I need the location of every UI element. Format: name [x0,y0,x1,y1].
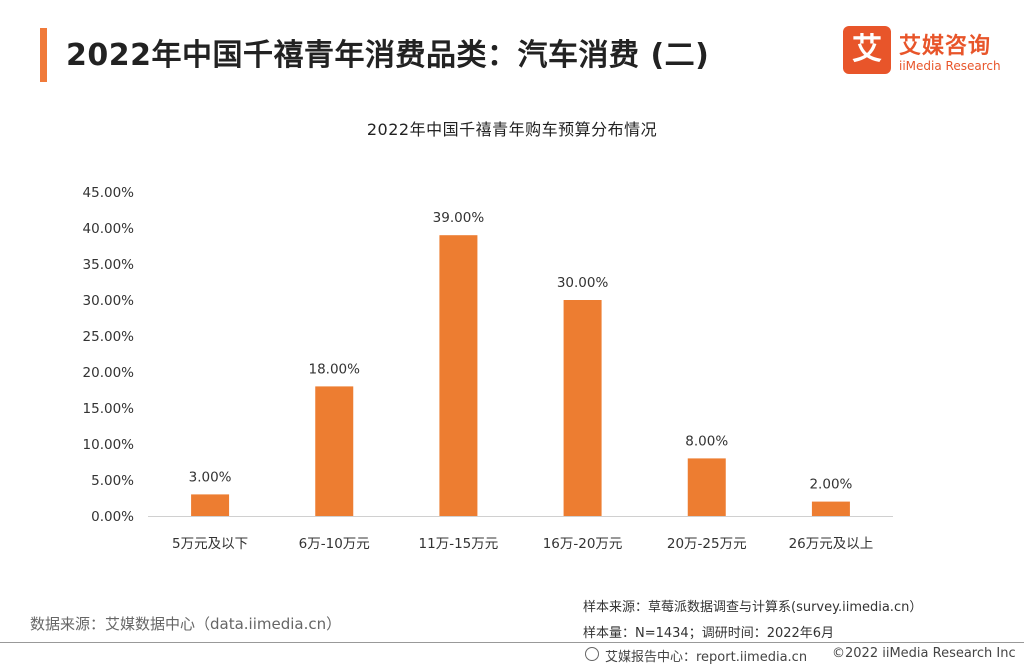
report-center-link[interactable]: 艾媒报告中心：report.iimedia.cn [605,650,808,665]
copyright: ©2022 iiMedia Research Inc [832,646,1016,661]
report-center-icon [585,647,599,661]
x-tick-label: 26万元及以上 [789,536,874,552]
sample-info: 样本量：N=1434；调研时间：2022年6月 [583,626,835,641]
y-tick-label: 15.00% [83,401,135,417]
bar [563,300,602,516]
bar [439,235,478,516]
bar [687,458,726,516]
x-tick-label: 6万-10万元 [299,536,370,552]
footer-divider [0,642,1024,643]
y-tick-label: 5.00% [91,473,134,489]
data-label: 8.00% [685,433,728,449]
data-label: 2.00% [809,477,852,493]
y-tick-label: 20.00% [83,365,135,381]
bar [811,501,850,516]
x-tick-label: 20万-25万元 [667,536,747,552]
bar [315,386,354,516]
y-tick-label: 25.00% [83,329,135,345]
y-tick-label: 35.00% [83,257,135,273]
page-title: 2022年中国千禧青年消费品类：汽车消费 (二) [66,38,710,73]
y-tick-label: 45.00% [83,185,135,201]
data-source: 数据来源：艾媒数据中心（data.iimedia.cn） [30,615,342,633]
chart-title: 2022年中国千禧青年购车预算分布情况 [366,120,658,139]
logo-en-name: iiMedia Research [899,59,1001,73]
data-label: 18.00% [309,361,361,377]
x-tick-label: 5万元及以下 [172,536,248,552]
bar [191,494,230,516]
brand-logo: 艾 艾媒咨询 iiMedia Research [843,26,1013,80]
y-tick-label: 0.00% [91,509,134,525]
title-accent-bar [40,28,47,82]
x-tick-label: 11万-15万元 [419,536,499,552]
x-tick-label: 16万-20万元 [543,536,623,552]
footer-strip [0,643,1024,666]
logo-badge: 艾 [843,26,891,74]
y-tick-label: 10.00% [83,437,135,453]
logo-glyph: 艾 [852,32,882,67]
bar-chart: 0.00% 5.00% 10.00% 15.00% 20.00% 25.00% 30.00%… [83,185,893,552]
y-tick-label: 30.00% [83,293,135,309]
logo-cn-name: 艾媒咨询 [899,34,992,59]
sample-source: 样本来源：草莓派数据调查与计算系(survey.iimedia.cn） [583,600,923,615]
data-label: 39.00% [433,210,485,226]
data-label: 30.00% [557,275,609,291]
data-label: 3.00% [189,469,232,485]
y-tick-label: 40.00% [83,221,135,237]
